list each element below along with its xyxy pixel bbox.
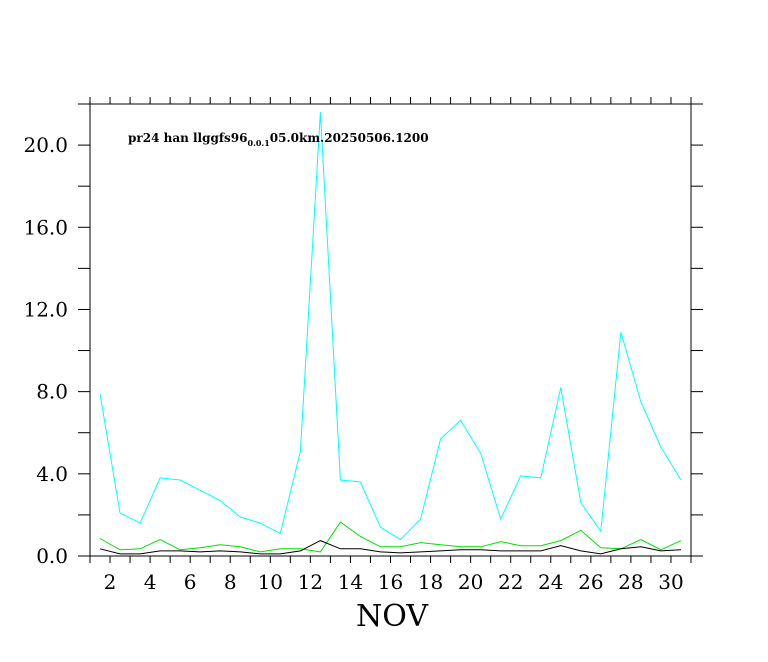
y-tick-label: 20.0 <box>23 133 68 157</box>
x-tick-label: 30 <box>658 570 683 594</box>
x-tick-label: 22 <box>498 570 523 594</box>
x-axis-label: NOV <box>356 599 429 634</box>
x-tick-label: 14 <box>338 570 363 594</box>
x-tick-label: 26 <box>578 570 603 594</box>
tick-labels: 2 4 6 8 10 12 14 16 18 20 22 24 26 28 300.04.08.012.01… <box>23 133 683 594</box>
plot-frame <box>89 103 692 557</box>
y-tick-label: 8.0 <box>36 380 68 404</box>
x-tick-label: 18 <box>418 570 443 594</box>
series-line-0 <box>99 112 682 541</box>
chart-title: pr24 han llggfs960.0.105.0km.20250506.12… <box>128 131 429 148</box>
y-tick-label: 16.0 <box>23 215 68 239</box>
x-tick-label: 20 <box>458 570 483 594</box>
x-tick-label: 12 <box>298 570 323 594</box>
x-tick-label: 6 <box>184 570 197 594</box>
series-line-1 <box>99 521 682 553</box>
y-tick-label: 4.0 <box>36 462 68 486</box>
y-tick-label: 0.0 <box>36 544 68 568</box>
axis-ticks <box>78 97 703 563</box>
x-tick-label: 16 <box>378 570 403 594</box>
x-tick-label: 24 <box>538 570 563 594</box>
x-tick-label: 4 <box>144 570 157 594</box>
series-line-2 <box>99 540 682 555</box>
series-group <box>99 112 682 555</box>
x-tick-label: 28 <box>618 570 643 594</box>
x-tick-label: 8 <box>224 570 237 594</box>
y-tick-label: 12.0 <box>23 297 68 321</box>
x-tick-label: 2 <box>104 570 117 594</box>
x-tick-label: 10 <box>258 570 283 594</box>
